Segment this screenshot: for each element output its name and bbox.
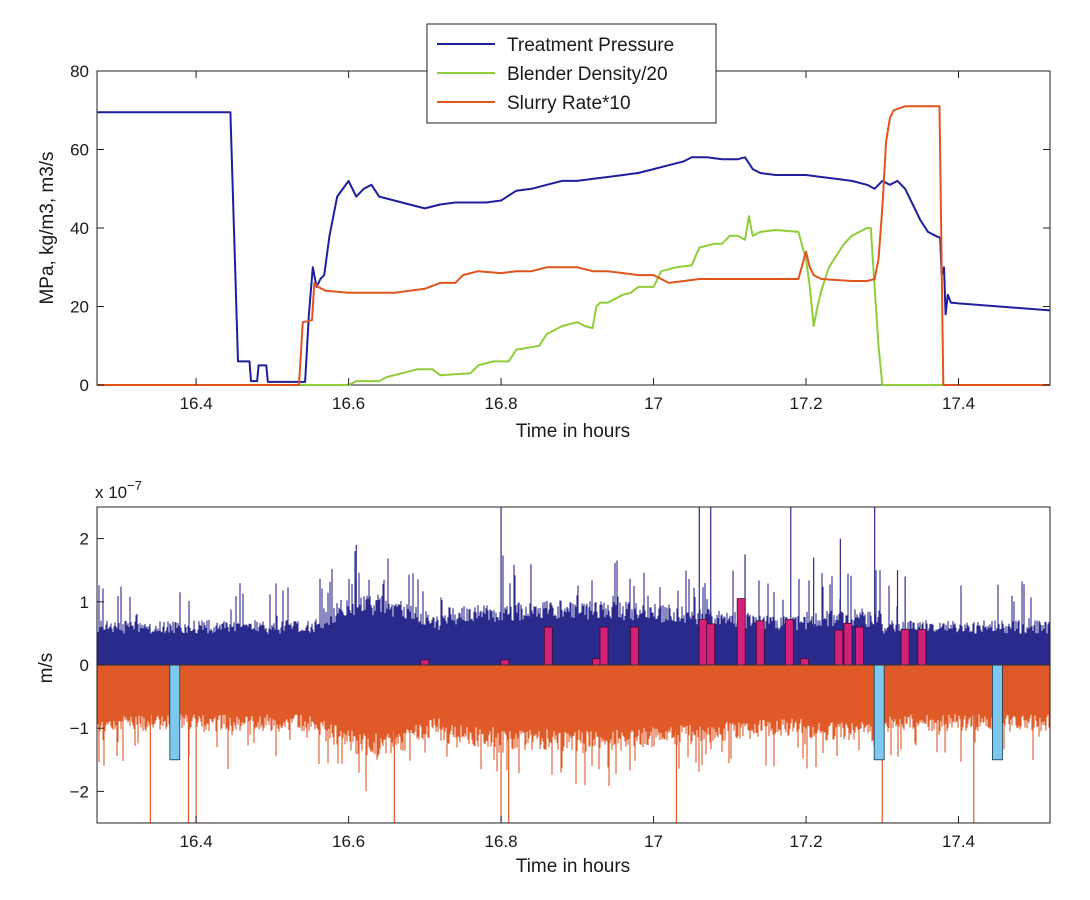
treatment-chart: 16.4 16.6 16.8 17 17.2 17.4 0 20 40 60 80 Time in… (37, 23, 1051, 442)
positive-event-bar (917, 629, 927, 666)
x-ticks-bottom: 16.4 16.6 16.8 17 17.2 17.4 (180, 816, 975, 851)
legend: Treatment Pressure Blender Density/20 Sl… (426, 23, 717, 124)
event-bars (169, 598, 1003, 761)
y-tick-label: 20 (70, 298, 89, 317)
positive-event-bar (834, 629, 844, 666)
y-axis-label-top: MPa, kg/m3, m3/s (37, 151, 58, 304)
series-treatment-pressure (97, 111, 1051, 383)
series-slurry-rate-10 (97, 105, 1050, 386)
x-tick-label: 17.4 (942, 394, 975, 413)
y-tick-label: −1 (70, 719, 89, 738)
y-tick-label: 2 (80, 530, 89, 549)
positive-event-bar (599, 626, 609, 666)
positive-event-bar (420, 659, 430, 666)
line-series-group (97, 105, 1051, 386)
negative-event-bar (169, 664, 181, 761)
y-axis-label-bottom: m/s (36, 653, 57, 684)
y-tick-label: 60 (70, 141, 89, 160)
positive-event-bar (706, 623, 716, 666)
y-tick-label: 40 (70, 219, 89, 238)
x-tick-label: 17 (644, 394, 663, 413)
positive-event-bar (900, 629, 910, 666)
y-tick-label: −2 (70, 782, 89, 801)
x-tick-label: 17 (644, 832, 663, 851)
series-blender-density-20 (97, 215, 1050, 386)
positive-event-bar (543, 626, 553, 666)
positive-event-bar (755, 620, 765, 666)
x-ticks-top: 16.4 16.6 16.8 17 17.2 17.4 (180, 71, 975, 413)
positive-event-bar (736, 598, 746, 666)
y-tick-label: 80 (70, 62, 89, 81)
x-tick-label: 17.2 (789, 394, 822, 413)
x-tick-label: 16.8 (485, 832, 518, 851)
positive-event-bar (592, 658, 601, 666)
x-tick-label: 17.2 (789, 832, 822, 851)
positive-event-bar (800, 658, 809, 666)
velocity-chart: 16.4 16.6 16.8 17 17.2 17.4 −2 −1 0 1 2 Time in h… (36, 478, 1051, 877)
y-tick-label: 0 (80, 376, 89, 395)
y-ticks-top: 0 20 40 60 80 (70, 62, 1050, 395)
x-tick-label: 16.6 (332, 832, 365, 851)
x-tick-label: 16.6 (332, 394, 365, 413)
negative-event-bar (992, 664, 1003, 761)
x-tick-label: 16.8 (485, 394, 518, 413)
legend-label-treatment-pressure: Treatment Pressure (507, 35, 674, 56)
positive-event-bar (698, 619, 708, 666)
exponent-base: x 10 (95, 483, 127, 502)
positive-event-bar (630, 626, 639, 666)
x-tick-label: 16.4 (180, 394, 213, 413)
x-axis-label-bottom: Time in hours (516, 856, 630, 877)
negative-event-bar (873, 664, 885, 761)
x-axis-label-top: Time in hours (516, 421, 630, 442)
x-tick-label: 17.4 (942, 832, 975, 851)
y-tick-label: 1 (80, 593, 89, 612)
positive-event-bar (784, 619, 794, 666)
y-ticks-bottom: −2 −1 0 1 2 (70, 530, 104, 801)
y-tick-label: 0 (80, 656, 89, 675)
legend-label-slurry-rate: Slurry Rate*10 (507, 93, 631, 114)
positive-event-bar (855, 626, 864, 666)
x-tick-label: 16.4 (180, 832, 213, 851)
positive-event-bar (843, 622, 853, 666)
positive-event-bar (500, 659, 510, 666)
exponent-power: −7 (127, 478, 142, 493)
exponent-label: x 10−7 (95, 478, 142, 502)
legend-label-blender-density: Blender Density/20 (507, 64, 668, 85)
